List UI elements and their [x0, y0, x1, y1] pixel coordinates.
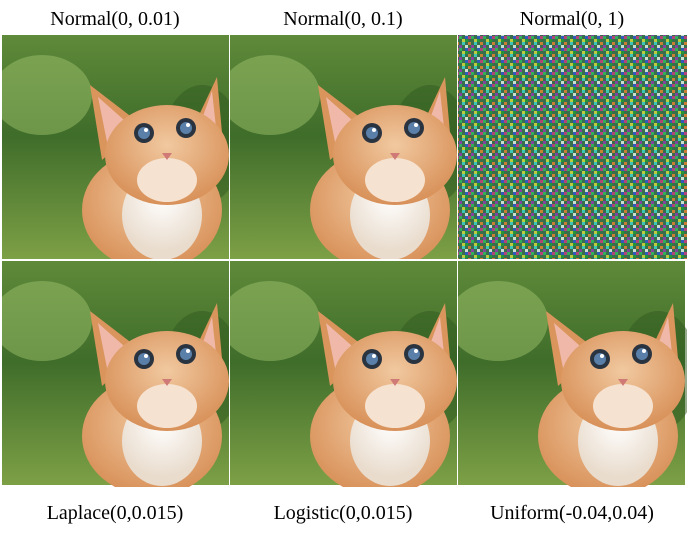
kitten-image: [458, 261, 687, 487]
kitten-image: [230, 35, 457, 259]
panel-label: Logistic(0,0.015): [274, 502, 413, 524]
noise-image: [458, 35, 687, 259]
panel-label: Normal(0, 1): [520, 8, 624, 30]
panel-label: Normal(0, 0.01): [50, 8, 179, 30]
panel-label: Laplace(0,0.015): [47, 502, 184, 524]
panel-label: Uniform(-0.04,0.04): [490, 502, 654, 524]
kitten-image: [230, 261, 457, 487]
kitten-image: [2, 261, 229, 487]
panel-label: Normal(0, 0.1): [283, 8, 402, 30]
image-grid: [2, 35, 687, 487]
kitten-image: [2, 35, 229, 259]
